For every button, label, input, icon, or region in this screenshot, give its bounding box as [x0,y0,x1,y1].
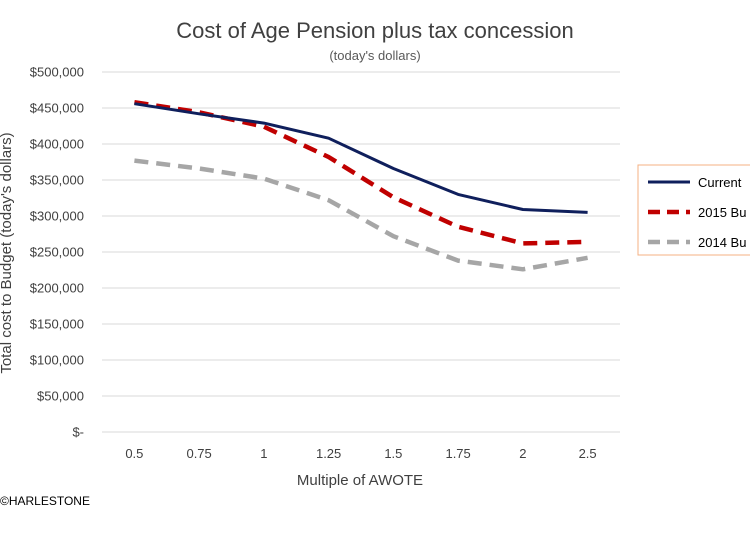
y-tick-label: $- [72,425,84,440]
y-tick-label: $200,000 [30,281,84,296]
x-tick-label: 2 [519,446,526,461]
y-tick-label: $50,000 [37,389,84,404]
y-axis-ticks: $- $50,000 $100,000 $150,000 $200,000 $250,00… [30,65,84,440]
credit-text: ©HARLESTONE [0,494,90,508]
series-line-2015-budget [134,99,588,246]
series-line-current [134,102,588,214]
y-tick-label: $150,000 [30,317,84,332]
series-lines [134,99,588,272]
x-tick-label: 1 [260,446,267,461]
legend: Current 2015 Bu 2014 Bu [637,164,750,256]
x-tick-label: 1.75 [445,446,470,461]
y-tick-label: $250,000 [30,245,84,260]
y-tick-label: $450,000 [30,101,84,116]
x-tick-label: 1.5 [384,446,402,461]
x-tick-label: 2.5 [579,446,597,461]
x-tick-label: 1.25 [316,446,341,461]
x-tick-label: 0.5 [125,446,143,461]
chart-subtitle: (today's dollars) [329,48,420,63]
chart-title: Cost of Age Pension plus tax concession [176,18,573,43]
y-tick-label: $400,000 [30,137,84,152]
legend-label: Current [698,175,742,190]
gridlines [102,71,620,433]
x-tick-label: 0.75 [186,446,211,461]
x-axis-ticks: 0.5 0.75 1 1.25 1.5 1.75 2 2.5 [125,446,596,461]
y-axis-label: Total cost to Budget (today's dollars) [0,132,15,373]
legend-label: 2015 Bu [698,205,746,220]
series-line-2014-budget [134,158,588,272]
y-tick-label: $350,000 [30,173,84,188]
y-tick-label: $300,000 [30,209,84,224]
legend-label: 2014 Bu [698,235,746,250]
y-tick-label: $500,000 [30,65,84,80]
y-tick-label: $100,000 [30,353,84,368]
x-axis-label: Multiple of AWOTE [297,472,423,489]
